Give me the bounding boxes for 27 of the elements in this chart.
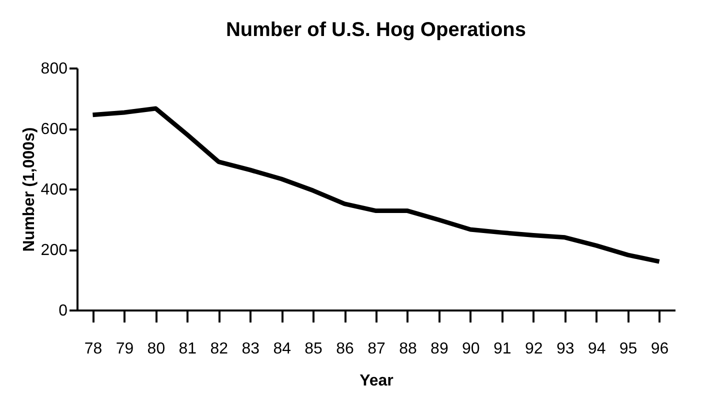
x-tick-label: 80: [147, 340, 166, 358]
x-tick-label: 96: [650, 340, 669, 358]
y-tick-label: 400: [40, 182, 68, 198]
x-tick-label: 84: [273, 340, 292, 358]
y-tick-label: 800: [40, 60, 68, 78]
chart-title: Number of U.S. Hog Operations: [226, 19, 526, 41]
y-tick-label: 0: [58, 302, 68, 320]
x-tick-label: 91: [493, 340, 512, 358]
x-tick-label: 86: [336, 340, 354, 358]
x-tick-label: 90: [462, 340, 480, 358]
y-tick-label: 200: [40, 242, 68, 259]
x-tick-label: 95: [619, 340, 638, 358]
x-axis-title: Year: [360, 372, 394, 390]
x-tick-label: 92: [524, 340, 543, 358]
x-tick-label: 87: [368, 340, 386, 358]
x-tick-label: 94: [588, 340, 606, 358]
x-tick-label: 85: [304, 340, 323, 358]
x-tick-label: 93: [556, 340, 574, 358]
x-tick-label: 83: [242, 340, 260, 358]
x-tick-label: 88: [399, 340, 417, 358]
y-tick-label: 600: [40, 121, 68, 138]
y-axis-title: Number (1,000s): [20, 127, 38, 252]
x-tick-label: 78: [84, 340, 102, 358]
x-tick-label: 81: [178, 340, 197, 358]
x-tick-label: 79: [116, 340, 134, 358]
x-tick-label: 89: [430, 340, 448, 358]
x-tick-label: 82: [210, 340, 228, 358]
